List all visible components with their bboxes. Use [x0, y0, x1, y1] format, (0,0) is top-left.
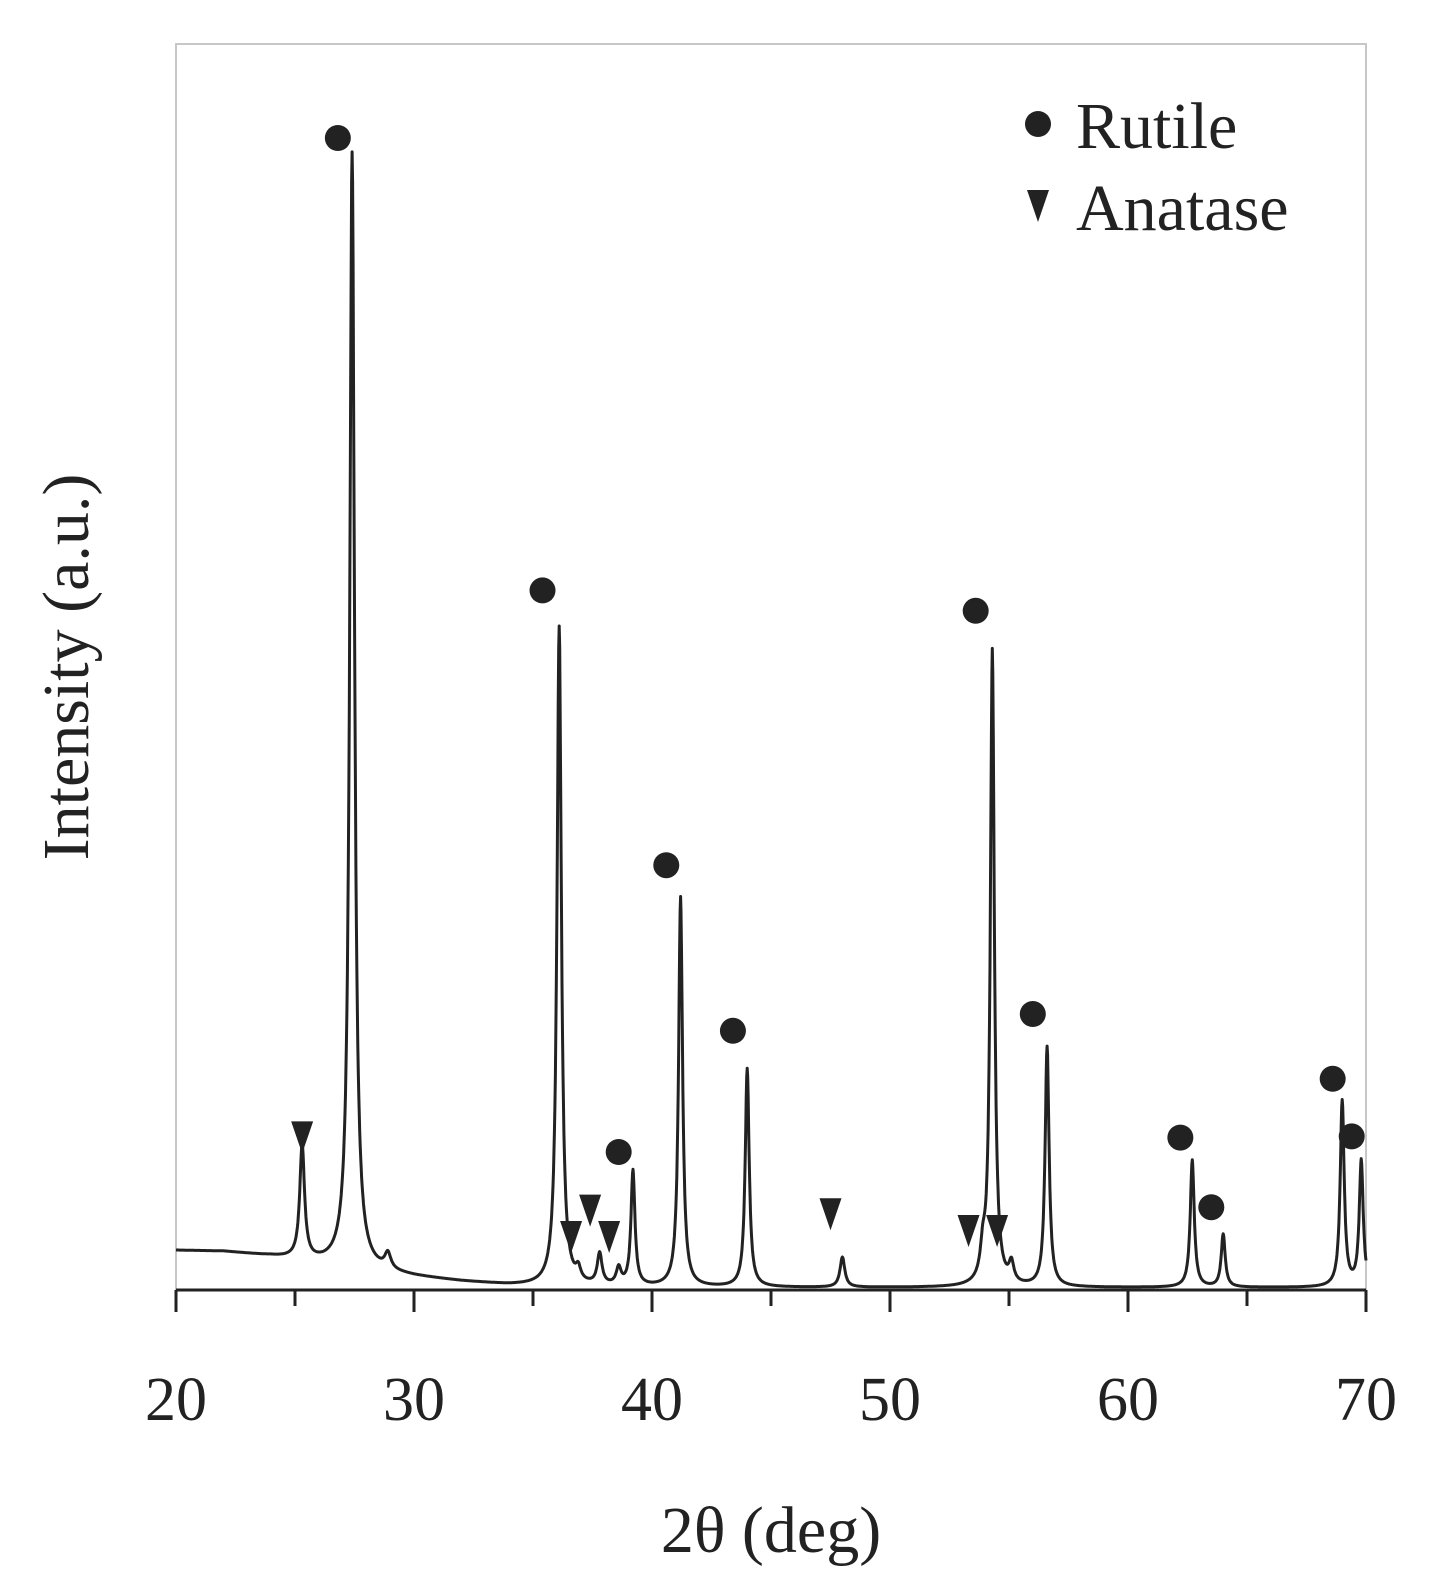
legend-rutile-marker [1025, 111, 1051, 137]
x-tick-label: 50 [859, 1366, 921, 1434]
rutile-marker [1019, 1001, 1046, 1027]
rutile-marker [653, 852, 680, 879]
anatase-marker [560, 1221, 583, 1253]
anatase-marker [986, 1215, 1009, 1247]
x-tick-label: 20 [145, 1366, 207, 1434]
x-axis-ticks: 20 30 40 50 60 70 [145, 1290, 1397, 1434]
anatase-marker [291, 1121, 314, 1154]
legend: Rutile Anatase [1025, 90, 1289, 245]
rutile-marker [605, 1139, 632, 1165]
rutile-marker [1338, 1123, 1365, 1150]
rutile-marker [324, 125, 351, 151]
rutile-marker [962, 597, 989, 624]
legend-rutile-label: Rutile [1076, 90, 1237, 163]
x-tick-label: 60 [1097, 1366, 1159, 1434]
x-tick-label: 70 [1335, 1366, 1397, 1434]
anatase-marker [579, 1194, 602, 1227]
xrd-pattern-line [175, 150, 1368, 1289]
legend-anatase-label: Anatase [1076, 172, 1289, 245]
x-tick-label: 40 [621, 1366, 683, 1434]
rutile-marker [1167, 1124, 1194, 1151]
series-layer [175, 150, 1368, 1289]
y-axis-title: Intensity (a.u.) [30, 474, 103, 861]
peak-markers [291, 125, 1365, 1253]
rutile-marker [529, 577, 556, 604]
anatase-marker [957, 1215, 980, 1247]
rutile-marker [1319, 1065, 1346, 1092]
x-axis-title: 2θ (deg) [661, 1494, 881, 1567]
anatase-marker [819, 1198, 842, 1231]
rutile-marker [1198, 1194, 1225, 1221]
rutile-marker [719, 1017, 746, 1044]
legend-anatase-marker [1027, 190, 1049, 222]
anatase-marker [598, 1221, 621, 1253]
x-tick-label: 30 [383, 1366, 445, 1434]
